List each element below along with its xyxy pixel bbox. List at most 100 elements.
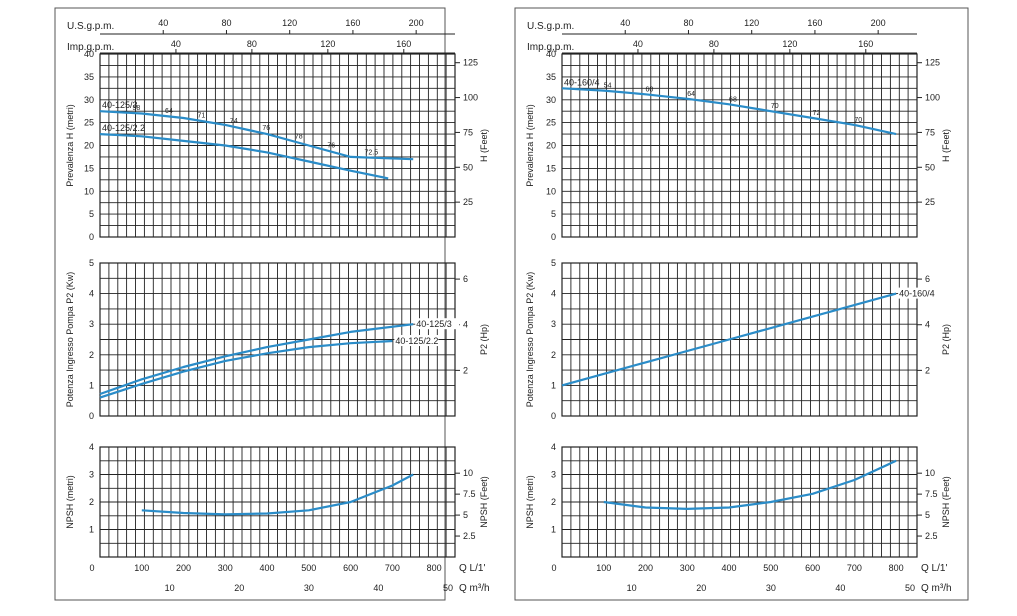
chart-40-125-power-right-tick-label: 2 [463, 365, 468, 375]
chart-40-125-head-ytick-label: 15 [84, 163, 94, 173]
chart-40-125-efficiency-label: 72.5 [365, 149, 379, 156]
chart-40-125-imp-label: Imp.g.p.m. [67, 42, 114, 53]
chart-40-125-head-ytick-label: 30 [84, 95, 94, 105]
chart-40-125-q-lmin-tick-label: 400 [260, 563, 275, 573]
chart-40-125-q-lmin-tick-label: 100 [134, 563, 149, 573]
chart-40-160-frame [514, 7, 969, 601]
chart-40-160-power-ylabel: Potenza Ingresso Pompa P2 (Kw) [525, 272, 535, 408]
chart-40-125-usgpm-tick-label: 200 [409, 18, 424, 28]
chart-40-160-imp-label: Imp.g.p.m. [527, 42, 574, 53]
chart-40-125-head-ytick-label: 0 [89, 232, 94, 242]
chart-40-160-q-lmin-tick-label: 500 [763, 563, 778, 573]
chart-40-160-head-ytick-label: 0 [551, 232, 556, 242]
chart-40-160-usgpm-label: U.S.g.p.m. [527, 21, 574, 32]
chart-40-160-npsh-right-tick-label: 10 [925, 468, 935, 478]
chart-40-125-head-ylabel: Prevalenza H (metri) [65, 104, 75, 187]
chart-40-125-usgpm-tick-label: 120 [282, 18, 297, 28]
chart-40-160-usgpm-tick-label: 120 [744, 18, 759, 28]
chart-40-160-head-ytick-label: 15 [546, 163, 556, 173]
chart-40-125-q-m3h-tick-label: 30 [304, 583, 314, 593]
chart-40-125-power-right-tick-label: 4 [463, 320, 468, 330]
chart-40-160-power-series-label: 40-160/4 [899, 289, 935, 299]
chart-40-160-power-ytick-label: 3 [551, 319, 556, 329]
chart-40-125-power-series-label-bg [394, 335, 439, 347]
chart-40-125-npsh-ylabel: NPSH (metri) [65, 475, 75, 529]
chart-40-125-npsh-plot-border [99, 446, 456, 558]
chart-40-160-npsh-ytick-label: 4 [551, 442, 556, 452]
chart-40-125-npsh-right-tick-label: 5 [463, 510, 468, 520]
chart-40-160-power-series-0-line [561, 292, 897, 387]
chart-40-160-q-lmin-tick-label: 100 [596, 563, 611, 573]
chart-40-125-q-m3h-tick-label: 40 [373, 583, 383, 593]
chart-40-160-npsh-series-0-line [603, 459, 897, 510]
chart-40-125-npsh-ytick-label: 3 [89, 470, 94, 480]
chart-40-160-q-m3h-tick-label: 40 [835, 583, 845, 593]
chart-40-160-head-ytick-label: 25 [546, 118, 556, 128]
chart-40-125-head-grid [99, 53, 456, 238]
chart-40-125-efficiency-label: 74 [230, 118, 238, 125]
chart-40-125-power-right-tick-label: 6 [463, 274, 468, 284]
chart-40-125-q-lmin-tick-label: 0 [89, 563, 94, 573]
chart-40-160-head-right-tick-label: 100 [925, 93, 940, 103]
chart-40-125-efficiency-label: 58 [132, 105, 140, 112]
chart-40-125-head-plot-border [99, 53, 456, 238]
chart-40-160-q-m3h-tick-label: 50 [905, 583, 915, 593]
chart-40-160-power-right-tick-label: 4 [925, 320, 930, 330]
chart-40-125-q-m3h-tick-label: 50 [443, 583, 453, 593]
chart-40-160-imp-tick-label: 80 [709, 39, 719, 49]
chart-40-125-q-lmin-tick-label: 700 [385, 563, 400, 573]
chart-40-160-power-ytick-label: 2 [551, 350, 556, 360]
chart-40-160-npsh-ylabel: NPSH (metri) [525, 475, 535, 529]
chart-40-125-power-ytick-label: 4 [89, 289, 94, 299]
chart-40-125-npsh-ytick-label: 2 [89, 497, 94, 507]
chart-40-160-head-ytick-label: 30 [546, 95, 556, 105]
chart-40-160-power-ylabel-right: P2 (Hp) [941, 324, 951, 355]
chart-40-160-power-ytick-label: 5 [551, 258, 556, 268]
chart-40-125-head-series-label: 40-125/2.2 [102, 123, 145, 133]
chart-40-125-efficiency-label: 76 [327, 143, 335, 150]
chart-40-125-head-series-0-line [99, 110, 414, 161]
chart-40-125-head-series-label: 40-125/3 [102, 100, 138, 110]
chart-40-160-efficiency-label: 70 [771, 103, 779, 110]
chart-40-125-imp-tick-label: 80 [247, 39, 257, 49]
chart-40-125-power-series-label-bg [415, 318, 460, 330]
chart-40-125-imp-tick-label: 160 [396, 39, 411, 49]
chart-40-160-efficiency-label: 54 [604, 83, 612, 90]
chart-40-125-head-right-tick-label: 100 [463, 93, 478, 103]
chart-40-125-power-ylabel: Potenza Ingresso Pompa P2 (Kw) [65, 272, 75, 408]
chart-40-125-power-ytick-label: 0 [89, 411, 94, 421]
chart-40-160-head-grid [561, 53, 918, 238]
chart-40-160-q-lmin-tick-label: 0 [551, 563, 556, 573]
chart-40-160-head-ylabel-right: H (Feet) [941, 129, 951, 162]
chart-40-125-q-lmin-tick-label: 300 [218, 563, 233, 573]
chart-40-125-q-lmin-tick-label: 600 [343, 563, 358, 573]
chart-40-160-usgpm-tick-label: 160 [807, 18, 822, 28]
chart-40-125-npsh-ytick-label: 4 [89, 442, 94, 452]
chart-40-160-head-plot-border [561, 53, 918, 238]
chart-40-160-efficiency-label: 68 [729, 96, 737, 103]
chart-40-160-head-ytick-label: 10 [546, 186, 556, 196]
chart-40-160-head-right-tick-label: 25 [925, 197, 935, 207]
chart-40-125-head-right-tick-label: 25 [463, 197, 473, 207]
chart-40-125-npsh-series-0-line [141, 473, 414, 516]
chart-40-125-q-m3h-tick-label: 20 [234, 583, 244, 593]
chart-40-160-imp-tick-label: 120 [782, 39, 797, 49]
chart-40-160-npsh-right-tick-label: 5 [925, 510, 930, 520]
chart-40-125-npsh-right-tick-label: 7.5 [463, 489, 476, 499]
chart-40-125-q-lmin-tick-label: 200 [176, 563, 191, 573]
chart-40-160-power-ytick-label: 1 [551, 380, 556, 390]
chart-40-125-npsh-ylabel-right: NPSH (Feet) [479, 476, 489, 528]
chart-40-160-imp-tick-label: 40 [633, 39, 643, 49]
chart-40-160-usgpm-tick-label: 40 [620, 18, 630, 28]
chart-40-125-head-series-1-line [99, 133, 389, 180]
chart-40-125-head-ytick-label: 35 [84, 72, 94, 82]
chart-40-125-npsh-right-tick-label: 2.5 [463, 531, 476, 541]
chart-40-125-power-ytick-label: 2 [89, 350, 94, 360]
chart-40-125-power-plot-border [99, 262, 456, 417]
chart-40-125-power-series-label: 40-125/3 [416, 319, 452, 329]
chart-40-125-efficiency-label: 64 [165, 108, 173, 115]
chart-40-125-npsh-grid [99, 446, 456, 558]
chart-40-160-efficiency-label: 64 [687, 91, 695, 98]
